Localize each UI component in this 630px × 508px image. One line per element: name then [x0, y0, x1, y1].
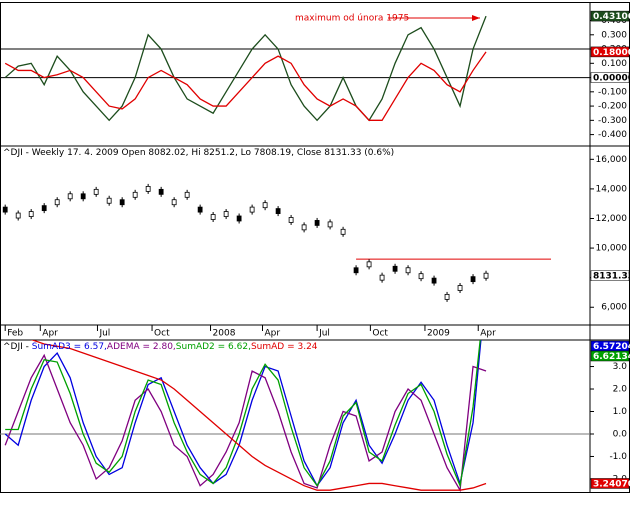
candle — [171, 199, 177, 206]
y-tick-label: 10,000 — [596, 244, 628, 254]
x-tick-label: 2009 — [427, 329, 450, 339]
candle — [262, 202, 268, 209]
value-box-label: 8131.33 — [593, 272, 630, 282]
value-box — [590, 270, 630, 281]
y-tick-label: 6,000 — [601, 303, 627, 313]
y-tick-label: 3.0 — [613, 362, 628, 372]
plot-area — [0, 340, 590, 492]
value-box-label: 3.24070 — [593, 479, 630, 489]
candle — [158, 188, 164, 195]
candle — [28, 211, 34, 217]
legend-entry: SumAD2 = 6.62, — [176, 342, 251, 352]
candle — [249, 206, 255, 213]
candle — [327, 221, 333, 228]
series-line — [4, 340, 482, 487]
candle — [405, 267, 411, 274]
x-tick-label: Feb — [7, 329, 23, 339]
candle — [80, 193, 86, 200]
y-tick-label: -1.0 — [609, 452, 627, 462]
legend-entry: SumAD3 = 6.57, — [32, 342, 107, 352]
value-box — [590, 350, 630, 362]
y-tick-label: -0.100 — [598, 87, 627, 97]
series-line — [4, 353, 487, 492]
series-line — [4, 15, 487, 122]
candle — [54, 199, 60, 206]
value-box-label: 0.18000 — [593, 48, 630, 58]
y-tick-label: 0.100 — [601, 59, 627, 69]
candle — [119, 199, 125, 206]
plot-area — [0, 15, 590, 122]
value-box — [590, 72, 630, 83]
candle — [132, 191, 138, 198]
y-tick-label: -0.400 — [598, 130, 627, 140]
value-box-label: 0.43106 — [593, 12, 630, 22]
x-tick-label: Jul — [318, 329, 330, 339]
series-line — [29, 340, 487, 491]
value-box-label: 0.00000 — [593, 74, 630, 84]
y-tick-label: -0.200 — [598, 102, 627, 112]
candle — [314, 220, 320, 226]
y-tick-label: 0.300 — [601, 30, 627, 40]
candle — [197, 206, 203, 213]
value-box — [590, 46, 630, 58]
value-box-label: 6.62134 — [593, 352, 630, 362]
value-box-label: 6.57204 — [593, 342, 630, 352]
candle — [379, 274, 385, 281]
y-tick-label: 2.0 — [613, 385, 628, 395]
x-tick-label: Apr — [265, 329, 281, 339]
candle — [431, 277, 437, 284]
candle — [470, 276, 476, 283]
candle — [340, 228, 346, 235]
candle — [210, 214, 216, 220]
value-box — [590, 10, 630, 22]
x-tick-label: Oct — [154, 329, 170, 339]
candle — [93, 188, 99, 195]
panel-title-text: ^DJI - Weekly 17. 4. 2009 Open 8082.02, … — [3, 148, 394, 158]
y-tick-label: 16,000 — [596, 155, 628, 165]
candle — [184, 191, 190, 198]
candle — [15, 212, 21, 219]
candle — [444, 293, 450, 300]
candle — [288, 217, 294, 223]
y-tick-label: 14,000 — [596, 184, 628, 194]
panel-title: ^DJI - Weekly 17. 4. 2009 Open 8082.02, … — [3, 148, 394, 158]
y-tick-label: 1.0 — [613, 407, 628, 417]
candle — [366, 261, 372, 268]
candle — [106, 197, 112, 204]
y-tick-label: 0.0 — [613, 429, 628, 439]
x-tick-label: Apr — [480, 329, 496, 339]
y-tick-label: -0.300 — [598, 116, 627, 126]
series-line — [5, 340, 481, 489]
candle — [275, 208, 281, 214]
candle — [2, 206, 8, 213]
candle — [353, 267, 359, 274]
x-tick-label: Apr — [42, 329, 58, 339]
legend-entry: ADEMA = 2.80, — [107, 342, 176, 352]
panel-title: ^DJI - SumAD3 = 6.57,ADEMA = 2.80,SumAD2… — [3, 342, 318, 352]
candle — [418, 273, 424, 280]
plot-area — [2, 183, 552, 302]
annotation: maximum od února 1975 — [295, 14, 409, 24]
x-tick-label: Oct — [372, 329, 388, 339]
candle — [223, 211, 229, 217]
frame — [0, 2, 630, 493]
candle — [457, 285, 463, 291]
series-line — [4, 51, 487, 121]
candle — [145, 186, 151, 192]
candle — [483, 272, 489, 279]
x-tick-label: 2008 — [213, 329, 236, 339]
candle — [41, 205, 47, 212]
panel-title-text: ^DJI - — [3, 342, 32, 352]
y-tick-label: 12,000 — [596, 214, 628, 224]
candle — [301, 224, 307, 231]
value-box — [590, 478, 630, 489]
x-tick-label: Jul — [98, 329, 110, 339]
legend-entry: SumAD = 3.24 — [251, 342, 318, 352]
candle — [67, 193, 73, 200]
candle — [236, 215, 242, 222]
candle — [392, 265, 398, 272]
